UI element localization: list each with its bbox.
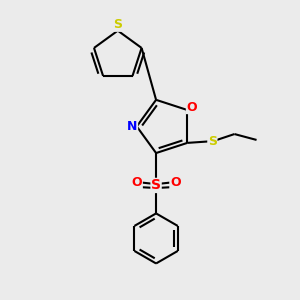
Text: O: O	[187, 100, 197, 114]
Text: O: O	[132, 176, 142, 189]
Text: S: S	[208, 135, 217, 148]
Text: S: S	[151, 178, 161, 192]
Text: S: S	[113, 18, 122, 31]
Text: O: O	[170, 176, 181, 189]
Text: N: N	[127, 120, 137, 133]
